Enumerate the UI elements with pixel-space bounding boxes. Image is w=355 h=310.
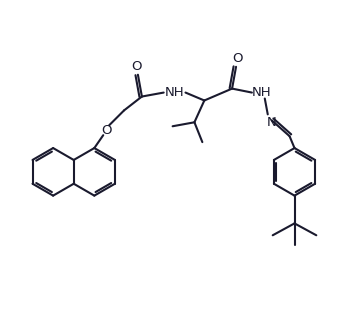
Text: NH: NH [165,86,184,99]
Text: O: O [132,60,142,73]
Text: NH: NH [252,86,272,99]
Text: N: N [267,116,277,129]
Text: O: O [232,52,242,65]
Text: O: O [101,124,111,137]
